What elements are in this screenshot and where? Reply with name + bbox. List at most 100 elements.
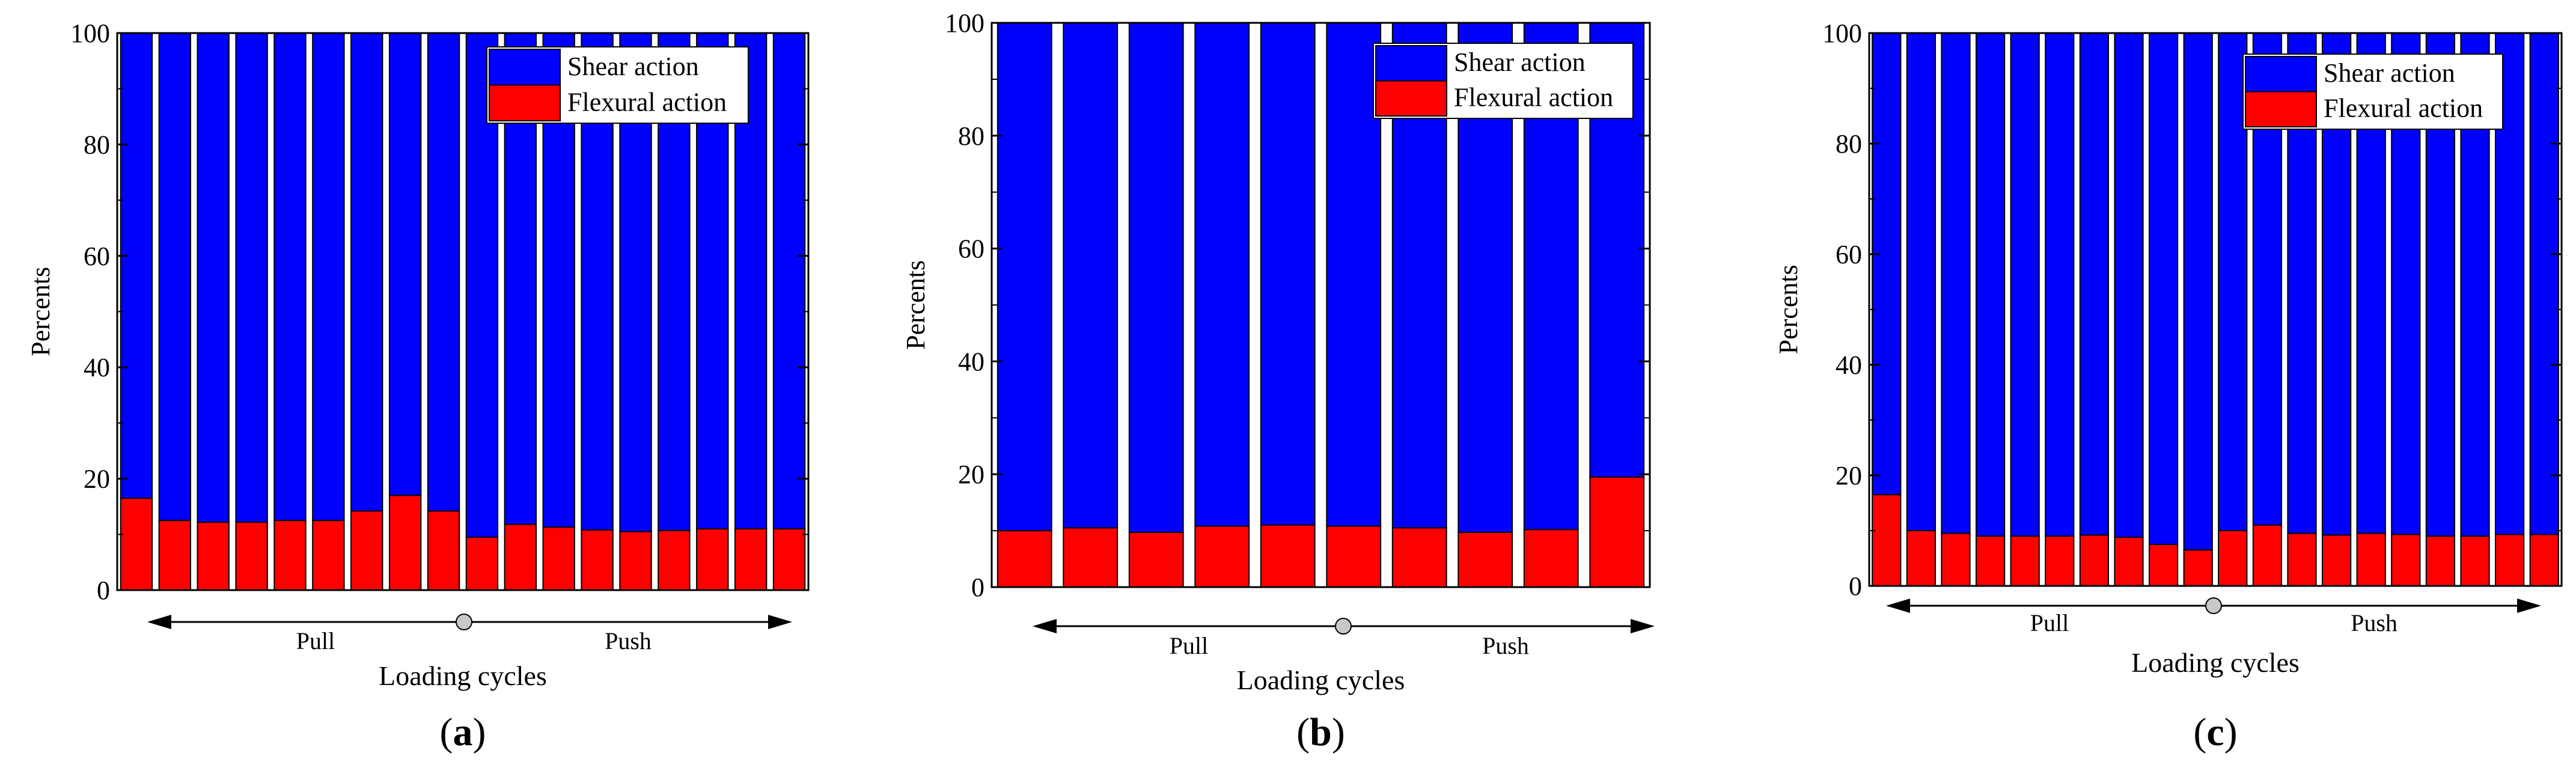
legend-label-shear: Shear action bbox=[2324, 58, 2455, 88]
bar-shear bbox=[1975, 32, 2006, 537]
bar-flexural bbox=[2494, 534, 2525, 587]
bar-flexural bbox=[427, 510, 460, 591]
arrow-left-head bbox=[1033, 619, 1057, 633]
y-tick-label: 40 bbox=[958, 347, 984, 376]
y-tick-label: 0 bbox=[97, 576, 110, 605]
legend-swatch-flexural bbox=[489, 84, 561, 121]
bar-flexural bbox=[1975, 535, 2006, 587]
y-tick-label: 80 bbox=[84, 130, 110, 159]
bar-flexural bbox=[772, 528, 806, 591]
panel-label: (b) bbox=[1296, 710, 1345, 754]
bar-flexural bbox=[197, 521, 230, 591]
arrow-left-head bbox=[1886, 599, 1910, 613]
bar-flexural bbox=[2356, 532, 2386, 587]
panel-letter: c bbox=[2206, 710, 2224, 754]
bar-shear bbox=[427, 32, 460, 512]
y-tick-label: 80 bbox=[958, 121, 984, 151]
bar-flexural bbox=[696, 528, 729, 591]
legend-swatch-flexural bbox=[2245, 91, 2317, 127]
bar-flexural bbox=[1523, 529, 1579, 588]
bar-flexural bbox=[997, 530, 1052, 588]
bar-shear bbox=[197, 32, 230, 523]
bar-shear bbox=[273, 32, 307, 522]
legend-label-flexural: Flexural action bbox=[567, 87, 727, 117]
x-axis-label: Loading cycles bbox=[379, 660, 547, 691]
chart-panel-c: 0 20 40 60 80 100 Percents Shear action Flexural… bbox=[1774, 19, 2563, 754]
panel-letter: a bbox=[453, 710, 473, 754]
bar-shear bbox=[1872, 32, 1902, 496]
arrow-right-head bbox=[768, 615, 792, 629]
bar-flexural bbox=[1326, 525, 1382, 588]
push-label: Push bbox=[1482, 632, 1529, 659]
bar-flexural bbox=[2114, 537, 2144, 587]
bar-flexural bbox=[273, 520, 307, 591]
bar-flexural bbox=[2425, 535, 2456, 587]
bar-flexural bbox=[658, 529, 691, 591]
panel-label: (c) bbox=[2193, 710, 2237, 754]
bar-shear bbox=[350, 32, 383, 512]
push-label: Push bbox=[2351, 609, 2397, 636]
bar-flexural bbox=[2148, 544, 2179, 587]
bar-shear bbox=[1260, 22, 1316, 526]
bar-shear bbox=[2045, 32, 2075, 537]
chart-panel-a: 0 20 40 60 80 100 Percents Shear action Flexural… bbox=[26, 19, 810, 754]
bar-shear bbox=[312, 32, 345, 522]
push-label: Push bbox=[605, 627, 652, 654]
y-axis-label: Percents bbox=[901, 260, 930, 350]
bar-shear bbox=[1128, 22, 1184, 533]
bar-shear bbox=[2529, 32, 2559, 535]
y-axis-label: Percents bbox=[26, 267, 55, 356]
y-tick-label: 20 bbox=[1836, 461, 1862, 490]
bar-flexural bbox=[581, 529, 614, 591]
bar-flexural bbox=[2287, 532, 2317, 587]
bar-shear bbox=[1941, 32, 1971, 534]
bar-shear bbox=[1906, 32, 1937, 531]
x-axis-label: Loading cycles bbox=[1237, 665, 1405, 695]
bar-flexural bbox=[1063, 527, 1119, 588]
pull-label: Pull bbox=[2030, 609, 2069, 636]
bar-flexural bbox=[2321, 534, 2352, 587]
legend-label-shear: Shear action bbox=[567, 52, 699, 81]
y-tick-label: 100 bbox=[1822, 19, 1862, 48]
bar-flexural bbox=[1589, 476, 1645, 588]
bar-shear bbox=[388, 32, 422, 496]
origin-marker bbox=[2205, 597, 2222, 614]
bar-flexural bbox=[2218, 530, 2248, 587]
y-tick-label: 100 bbox=[70, 19, 110, 48]
bar-flexural bbox=[619, 531, 652, 591]
bar-flexural bbox=[235, 521, 268, 591]
bar-flexural bbox=[388, 495, 422, 591]
bar-flexural bbox=[1941, 532, 1971, 587]
bar-flexural bbox=[2183, 549, 2213, 587]
arrow-left-head bbox=[147, 615, 171, 629]
y-tick-label: 0 bbox=[971, 573, 984, 602]
bar-shear bbox=[772, 32, 806, 530]
bar-flexural bbox=[1457, 531, 1513, 588]
bar-flexural bbox=[2391, 534, 2421, 587]
legend-swatch-shear bbox=[2245, 56, 2317, 93]
bar-shear bbox=[2079, 32, 2110, 536]
bar-flexural bbox=[465, 536, 499, 591]
arrow-right-head bbox=[1631, 619, 1655, 633]
bar-flexural bbox=[2079, 534, 2110, 587]
origin-marker bbox=[456, 614, 472, 630]
y-tick-label: 80 bbox=[1836, 129, 1862, 159]
legend-swatch-shear bbox=[489, 49, 561, 86]
bar-flexural bbox=[158, 520, 192, 591]
bar-flexural bbox=[120, 498, 153, 591]
arrow-right-head bbox=[2517, 599, 2541, 613]
legend-label-flexural: Flexural action bbox=[1454, 83, 1613, 112]
bar-shear bbox=[1194, 22, 1250, 527]
bar-flexural bbox=[734, 528, 768, 591]
bar-flexural bbox=[312, 520, 345, 591]
bar-flexural bbox=[2460, 535, 2490, 587]
y-tick-label: 100 bbox=[945, 8, 984, 38]
y-tick-label: 60 bbox=[958, 234, 984, 264]
bar-flexural bbox=[2045, 535, 2075, 587]
y-tick-label: 20 bbox=[958, 460, 984, 489]
bar-shear bbox=[158, 32, 192, 522]
legend-swatch-flexural bbox=[1375, 80, 1447, 117]
bar-shear bbox=[1063, 22, 1119, 529]
y-tick-label: 0 bbox=[1849, 571, 1862, 601]
